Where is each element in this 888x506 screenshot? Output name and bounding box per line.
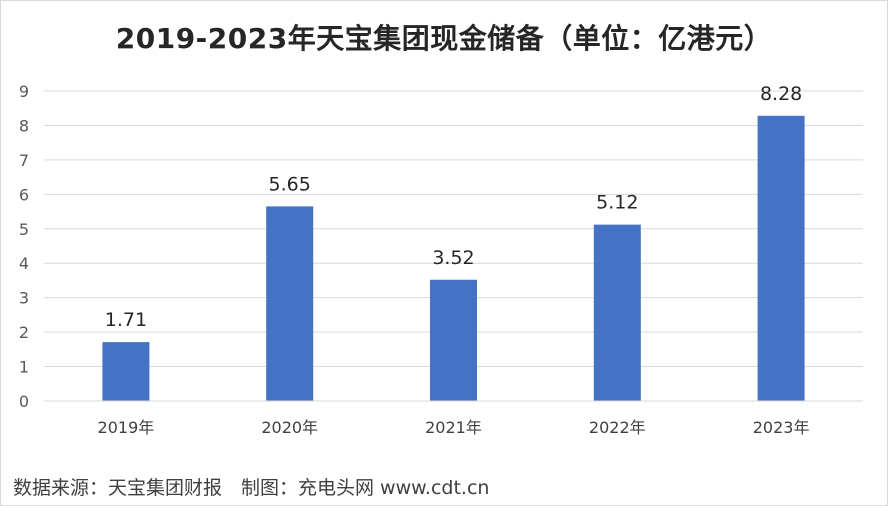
bar	[430, 279, 477, 401]
data-label: 1.71	[105, 309, 147, 331]
bar	[757, 115, 805, 402]
y-axis-tick-labels: 0 1 2 3 4 5 6 7 8 9	[19, 82, 29, 411]
y-tick-label: 6	[19, 185, 29, 204]
x-tick-label: 2019年	[98, 418, 155, 437]
x-tick-label: 2023年	[753, 418, 810, 437]
y-tick-label: 0	[19, 392, 29, 411]
data-labels: 1.71 5.65 3.52 5.12 8.28	[105, 83, 803, 331]
bar	[593, 224, 641, 401]
data-label: 5.65	[269, 173, 311, 195]
bar	[102, 342, 150, 401]
x-axis-tick-labels: 2019年 2020年 2021年 2022年 2023年	[98, 418, 810, 437]
y-tick-label: 8	[19, 116, 29, 135]
data-label: 3.52	[432, 247, 474, 269]
data-label: 5.12	[596, 192, 638, 214]
y-tick-label: 4	[19, 254, 29, 273]
source-note: 数据来源：天宝集团财报 制图：充电头网 www.cdt.cn	[13, 477, 490, 499]
y-tick-label: 3	[19, 289, 29, 308]
data-label: 8.28	[760, 83, 802, 105]
bar	[266, 206, 314, 401]
y-tick-label: 7	[19, 151, 29, 170]
y-tick-label: 1	[19, 358, 29, 377]
bars	[102, 115, 805, 402]
y-tick-label: 2	[19, 323, 29, 342]
y-tick-label: 5	[19, 220, 29, 239]
y-tick-label: 9	[19, 82, 29, 101]
x-tick-label: 2020年	[261, 418, 318, 437]
x-tick-label: 2021年	[425, 418, 482, 437]
chart-title: 2019-2023年天宝集团现金储备（单位：亿港元）	[115, 22, 773, 55]
x-tick-label: 2022年	[589, 418, 646, 437]
